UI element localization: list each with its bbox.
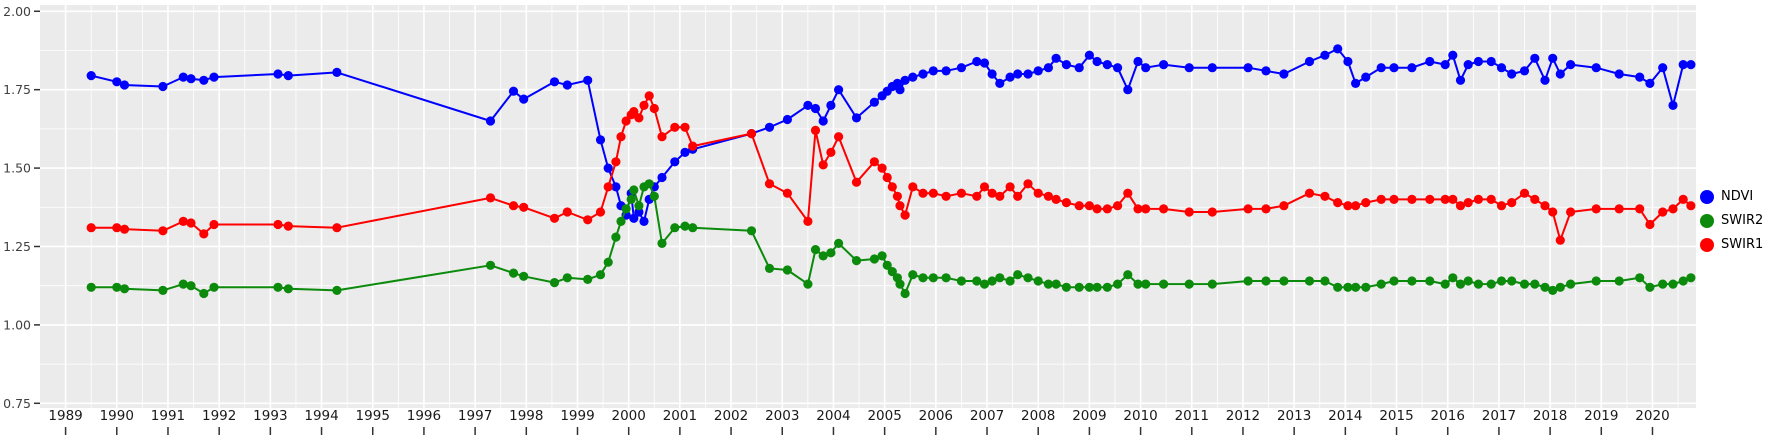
legend-label-ndvi: NDVI [1721, 189, 1754, 204]
svg-text:2017: 2017 [1482, 408, 1516, 424]
svg-text:2018: 2018 [1533, 408, 1567, 424]
svg-text:2006: 2006 [919, 408, 953, 424]
svg-text:1996: 1996 [407, 408, 441, 424]
svg-text:1995: 1995 [356, 408, 390, 424]
legend: NDVI SWIR2 SWIR1 [1700, 190, 1763, 252]
svg-text:2009: 2009 [1072, 408, 1106, 424]
svg-text:2011: 2011 [1175, 408, 1209, 424]
legend-item-swir2[interactable]: SWIR2 [1700, 214, 1763, 228]
svg-text:1989: 1989 [48, 408, 82, 424]
legend-item-ndvi[interactable]: NDVI [1700, 190, 1763, 204]
svg-text:2016: 2016 [1431, 408, 1465, 424]
svg-text:2005: 2005 [867, 408, 901, 424]
svg-text:0.75: 0.75 [3, 396, 31, 411]
svg-text:2001: 2001 [663, 408, 697, 424]
svg-text:2002: 2002 [714, 408, 748, 424]
svg-text:1991: 1991 [151, 408, 185, 424]
legend-label-swir1: SWIR1 [1721, 237, 1764, 252]
svg-text:1.00: 1.00 [3, 317, 31, 332]
svg-text:2015: 2015 [1379, 408, 1413, 424]
svg-text:1.25: 1.25 [3, 239, 31, 254]
svg-text:2.00: 2.00 [3, 4, 31, 19]
svg-text:2007: 2007 [970, 408, 1004, 424]
svg-text:1993: 1993 [253, 408, 287, 424]
legend-item-swir1[interactable]: SWIR1 [1700, 238, 1763, 252]
legend-swatch-swir2 [1700, 214, 1714, 228]
legend-label-swir2: SWIR2 [1721, 213, 1764, 228]
svg-text:1998: 1998 [509, 408, 543, 424]
svg-text:2010: 2010 [1123, 408, 1157, 424]
svg-text:2014: 2014 [1328, 408, 1362, 424]
svg-text:1.75: 1.75 [3, 82, 31, 97]
svg-text:2019: 2019 [1584, 408, 1618, 424]
svg-text:1999: 1999 [560, 408, 594, 424]
svg-text:1990: 1990 [100, 408, 134, 424]
svg-text:1997: 1997 [458, 408, 492, 424]
svg-text:2012: 2012 [1226, 408, 1260, 424]
legend-swatch-ndvi [1700, 190, 1714, 204]
svg-text:2013: 2013 [1277, 408, 1311, 424]
svg-text:2004: 2004 [816, 408, 850, 424]
legend-swatch-swir1 [1700, 238, 1714, 252]
svg-text:2008: 2008 [1021, 408, 1055, 424]
svg-text:2003: 2003 [765, 408, 799, 424]
svg-text:1992: 1992 [202, 408, 236, 424]
svg-text:2000: 2000 [612, 408, 646, 424]
svg-text:1.50: 1.50 [3, 161, 31, 176]
svg-text:2020: 2020 [1635, 408, 1669, 424]
svg-text:1994: 1994 [304, 408, 338, 424]
